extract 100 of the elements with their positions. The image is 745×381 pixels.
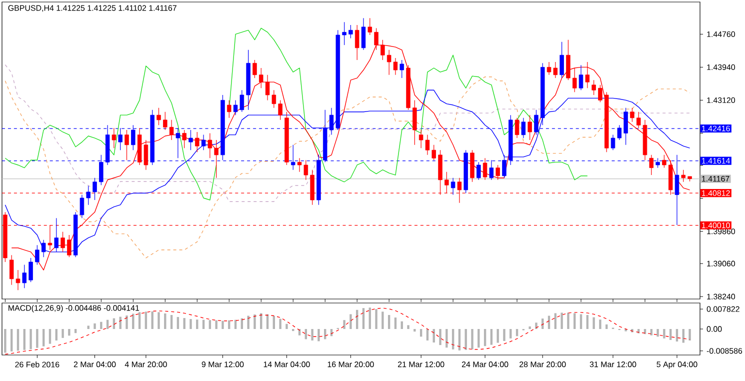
bar: [87, 326, 90, 329]
bar: [68, 329, 70, 336]
bar: [144, 312, 148, 329]
bar: [394, 318, 397, 329]
candlestick: [496, 164, 500, 180]
bar: [375, 309, 378, 329]
bar: [420, 329, 422, 337]
bar: [36, 329, 38, 348]
candlestick: [450, 178, 456, 196]
bar: [94, 323, 96, 329]
bar: [663, 329, 666, 338]
bar: [368, 308, 371, 329]
bar: [266, 314, 269, 329]
bar: [55, 329, 58, 340]
bar: [272, 316, 276, 329]
candlestick: [112, 128, 116, 148]
bar: [132, 314, 134, 329]
bar: [496, 329, 499, 343]
candlestick: [476, 162, 481, 180]
bar: [407, 325, 410, 329]
candlestick: [67, 234, 72, 258]
candlestick: [412, 100, 417, 146]
candlestick: [662, 154, 666, 168]
bar: [16, 329, 20, 351]
bar: [138, 312, 141, 329]
bar: [656, 329, 659, 337]
candlestick: [156, 108, 161, 126]
bar: [388, 314, 390, 329]
bar: [286, 324, 288, 329]
bar: [464, 329, 467, 350]
candlestick: [354, 24, 360, 60]
candlestick: [227, 100, 232, 118]
candlestick: [521, 118, 526, 138]
bar: [343, 320, 346, 329]
bar: [688, 329, 691, 340]
bar: [554, 313, 557, 329]
bar: [567, 312, 570, 329]
candlestick: [169, 120, 174, 140]
bar: [510, 329, 512, 338]
candlestick: [60, 231, 65, 252]
bar: [528, 326, 531, 329]
bar: [4, 329, 6, 353]
bar: [151, 311, 154, 329]
bar: [222, 320, 224, 329]
bar: [208, 320, 212, 329]
bar: [170, 314, 173, 329]
bar: [254, 314, 256, 329]
bar: [650, 329, 652, 336]
bar: [318, 329, 320, 342]
candlestick: [681, 170, 686, 182]
bar: [176, 317, 180, 329]
candlestick: [585, 62, 590, 88]
candlestick: [163, 112, 168, 130]
bar: [48, 329, 52, 344]
candlestick: [482, 158, 488, 180]
candlestick: [400, 60, 404, 78]
bar: [574, 313, 576, 329]
bar: [215, 320, 218, 329]
bar: [580, 314, 582, 329]
bar: [592, 317, 595, 329]
candlestick: [201, 134, 206, 150]
bar: [126, 315, 128, 329]
bar: [30, 329, 32, 350]
candlestick: [92, 178, 97, 200]
bar: [669, 329, 672, 340]
bar: [42, 329, 45, 346]
bar: [503, 329, 506, 341]
bar: [676, 329, 678, 342]
candlestick: [514, 118, 520, 138]
candlestick: [297, 158, 302, 172]
candlestick: [572, 68, 577, 92]
candlestick: [304, 160, 308, 180]
candlestick: [649, 154, 654, 176]
candlestick: [252, 60, 257, 78]
candlestick: [208, 132, 212, 158]
bar: [446, 329, 448, 348]
candlestick: [124, 130, 129, 160]
bar: [362, 308, 365, 329]
bar: [247, 316, 250, 329]
candlestick: [342, 22, 346, 46]
candlestick: [188, 130, 193, 150]
bar: [484, 329, 486, 346]
candlestick: [22, 264, 27, 288]
bar: [62, 329, 64, 338]
bar: [490, 329, 493, 345]
candlestick: [35, 244, 40, 266]
candlestick: [560, 42, 564, 78]
candlestick: [368, 18, 372, 36]
bar: [400, 321, 403, 329]
bar: [196, 320, 198, 329]
bar: [23, 329, 26, 350]
candlestick: [598, 84, 602, 103]
bar: [535, 322, 538, 329]
candlestick: [610, 134, 616, 150]
candlestick: [278, 100, 282, 120]
candlestick: [361, 18, 366, 50]
bar: [190, 319, 192, 329]
candlestick: [348, 24, 353, 39]
candlestick: [617, 124, 622, 140]
candlestick: [182, 130, 186, 148]
